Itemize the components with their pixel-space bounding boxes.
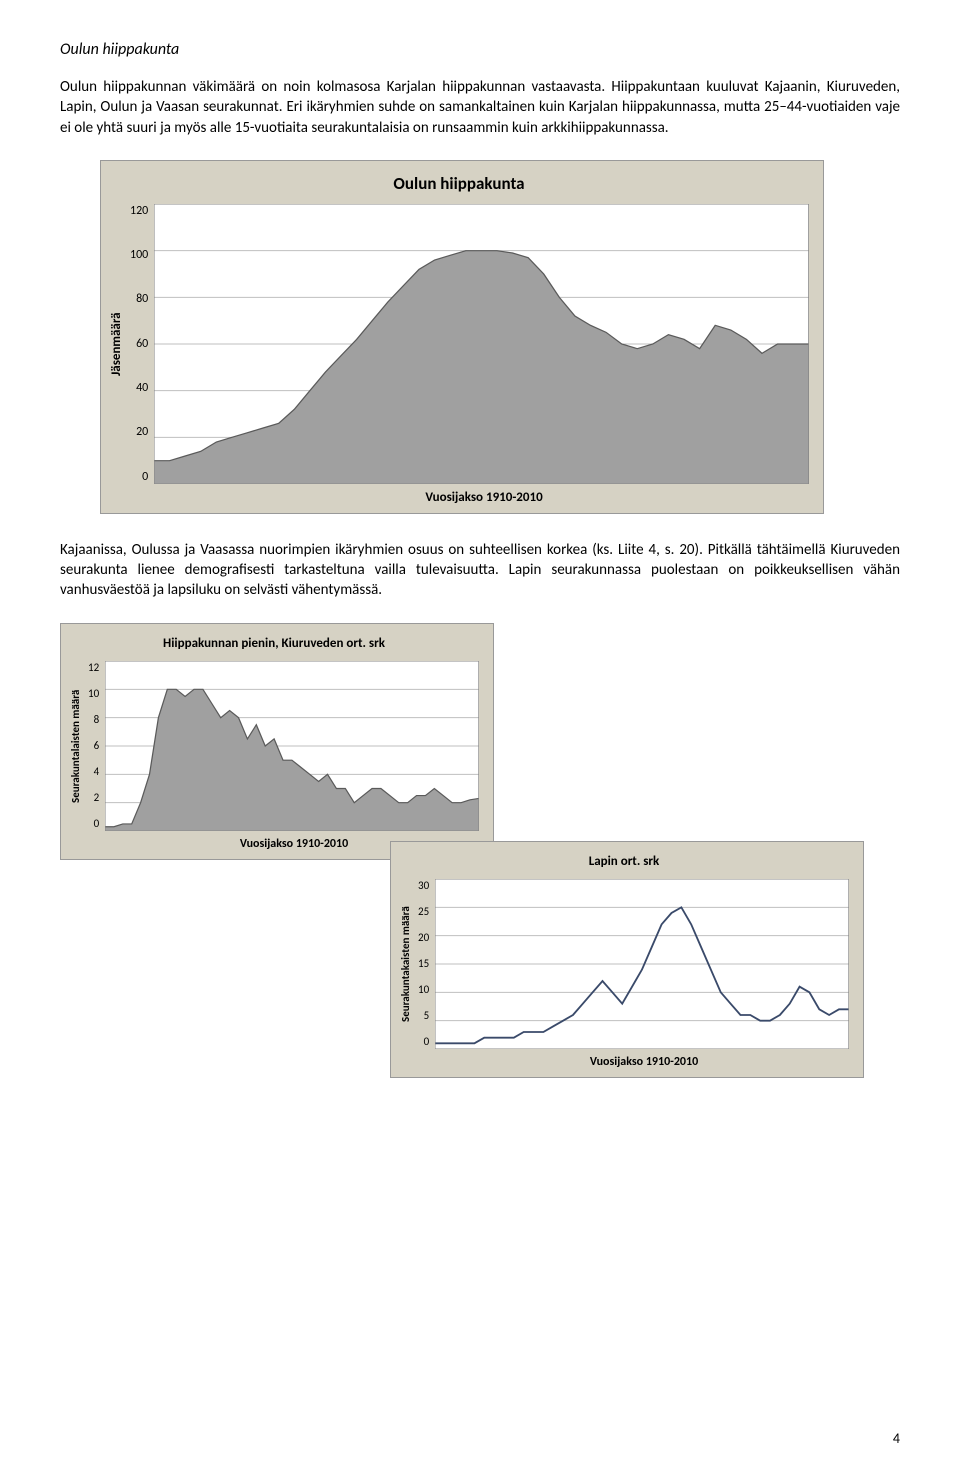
page-number: 4 bbox=[893, 1430, 900, 1447]
chart-kiuruvesi-plot bbox=[105, 661, 479, 831]
chart-kiuruvesi: Hiippakunnan pienin, Kiuruveden ort. srk… bbox=[60, 623, 494, 860]
chart-lapin-title: Lapin ort. srk bbox=[399, 854, 849, 869]
bottom-charts-row: Hiippakunnan pienin, Kiuruveden ort. srk… bbox=[60, 623, 900, 1093]
chart-lapin-ylabel: Seurakuntakaisten määrä bbox=[399, 879, 412, 1049]
chart-oulu: Oulun hiippakunta Jäsenmäärä 12010080604… bbox=[100, 160, 824, 514]
chart-oulu-title: Oulun hiippakunta bbox=[109, 173, 809, 194]
chart-oulu-plot bbox=[154, 204, 809, 484]
chart-lapin-xlabel: Vuosijakso 1910-2010 bbox=[439, 1055, 849, 1069]
paragraph-1: Oulun hiippakunnan väkimäärä on noin kol… bbox=[60, 77, 900, 138]
chart-lapin: Lapin ort. srk Seurakuntakaisten määrä 3… bbox=[390, 841, 864, 1078]
chart-kiuruvesi-ylabel: Seurakuntalaisten määrä bbox=[69, 661, 82, 831]
chart-oulu-xlabel: Vuosijakso 1910-2010 bbox=[159, 490, 809, 505]
chart-lapin-plot bbox=[435, 879, 849, 1049]
section-heading: Oulun hiippakunta bbox=[60, 40, 900, 59]
chart-lapin-yticks: 302520151050 bbox=[418, 879, 435, 1049]
chart-oulu-yticks: 120100806040200 bbox=[130, 204, 154, 484]
chart-oulu-ylabel: Jäsenmäärä bbox=[109, 204, 124, 484]
chart-kiuruvesi-title: Hiippakunnan pienin, Kiuruveden ort. srk bbox=[69, 636, 479, 651]
paragraph-2: Kajaanissa, Oulussa ja Vaasassa nuorimpi… bbox=[60, 540, 900, 601]
chart-kiuruvesi-yticks: 121086420 bbox=[88, 661, 105, 831]
